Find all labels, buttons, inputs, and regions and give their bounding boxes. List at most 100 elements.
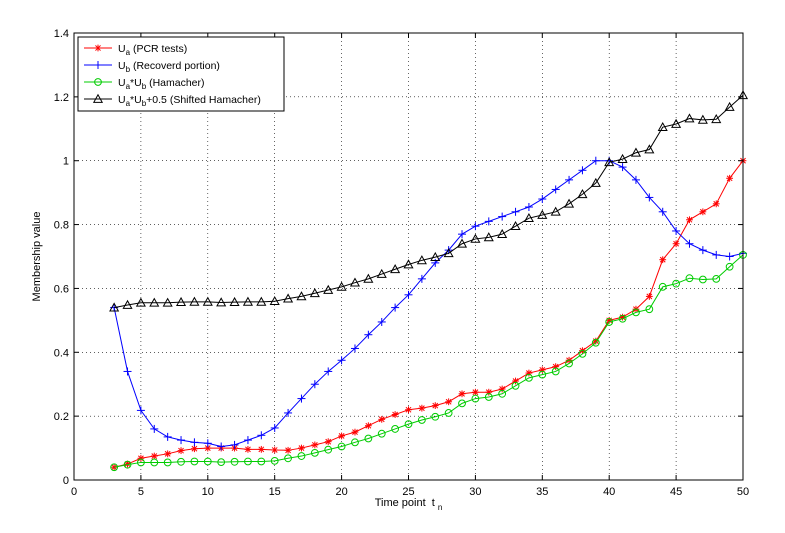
star-stroke <box>432 402 439 409</box>
series-marker-circle <box>150 458 159 467</box>
star-stroke <box>378 416 385 423</box>
star-stroke <box>405 406 412 413</box>
star-stroke <box>325 438 332 445</box>
legend: Ua (PCR tests)Ub (Recoverd portion)Ua*Ub… <box>77 36 285 112</box>
star-stroke <box>686 216 693 223</box>
series-marker-circle <box>284 454 292 463</box>
series-marker-triangle <box>630 147 642 157</box>
series-marker-circle <box>244 457 252 466</box>
series-marker-circle <box>618 314 627 323</box>
series-marker-circle <box>712 274 721 283</box>
legend-label-part: a <box>126 48 131 57</box>
series-marker-triangle <box>577 189 588 199</box>
star-stroke <box>178 447 184 454</box>
series-marker-plus <box>203 439 212 448</box>
series-marker-star <box>699 208 707 216</box>
series-marker-plus <box>177 436 186 445</box>
series-marker-star <box>244 445 252 453</box>
series-marker-circle <box>337 442 346 451</box>
series-marker-star <box>271 446 279 454</box>
series-marker-triangle <box>309 287 320 298</box>
star-stroke <box>164 450 171 457</box>
series-marker-triangle <box>537 209 548 219</box>
tick-layer: 0 5 10 15 20 25 30 35 40 45 50 0 0.2 0.4 0.6 0.8 1 1.2 1.4 <box>54 28 749 498</box>
series-marker-circle <box>94 78 102 86</box>
series-marker-triangle <box>376 268 387 278</box>
series-marker-circle <box>605 318 614 326</box>
series-marker-triangle <box>283 293 294 303</box>
legend-box <box>77 36 285 112</box>
series-marker-triangle <box>242 296 253 306</box>
series-marker-circle <box>551 367 560 376</box>
star-stroke <box>459 390 465 397</box>
series-marker-circle <box>484 393 493 401</box>
series-marker-triangle <box>135 297 146 307</box>
series-marker-plus <box>270 423 279 432</box>
series-marker-circle <box>632 308 640 317</box>
series-marker-star <box>177 447 185 455</box>
series-marker-circle <box>257 457 266 466</box>
x-tick-label: 50 <box>737 486 749 498</box>
x-tick-label: 25 <box>402 486 414 498</box>
legend-label: Ua*Ub (Hamacher) <box>118 77 205 91</box>
series-marker-star <box>458 390 466 398</box>
series-marker-star <box>94 44 102 52</box>
series-marker-plus <box>217 442 226 451</box>
series-marker-plus <box>163 432 172 441</box>
x-tick-label: 35 <box>536 486 548 498</box>
star-stroke <box>659 256 666 263</box>
series-marker-triangle <box>657 121 668 132</box>
series-marker-triangle <box>296 291 307 301</box>
series-marker-triangle <box>644 144 655 154</box>
x-tick-label: 40 <box>603 486 615 498</box>
series-3 <box>109 90 749 312</box>
series-marker-star <box>191 445 198 453</box>
series-marker-star <box>472 388 479 396</box>
legend-label-part: b <box>142 82 147 91</box>
star-stroke <box>699 208 706 215</box>
series-marker-triangle <box>564 198 575 208</box>
series-marker-triangle <box>443 248 454 258</box>
series-marker-circle <box>645 305 654 314</box>
series-marker-plus <box>538 195 547 204</box>
x-axis-title-main: Time point <box>375 497 426 509</box>
legend-label: Ub (Recoverd portion) <box>118 60 220 74</box>
series-marker-triangle <box>617 153 628 163</box>
legend-label-part: U <box>118 60 126 72</box>
star-stroke <box>271 447 278 453</box>
series-marker-plus <box>150 424 159 433</box>
series-marker-triangle <box>390 264 401 274</box>
legend-label-part: *U <box>130 94 142 106</box>
series-marker-triangle <box>684 113 695 123</box>
series-marker-star <box>431 402 439 410</box>
series-marker-plus <box>725 252 734 261</box>
series-marker-circle <box>324 445 333 454</box>
series-marker-triangle <box>216 297 227 307</box>
series-marker-circle <box>444 409 453 417</box>
series-marker-star <box>726 174 734 182</box>
star-stroke <box>392 411 399 418</box>
x-axis-title-subscript: n <box>438 503 442 512</box>
series-marker-plus <box>685 239 694 248</box>
star-stroke <box>445 398 452 405</box>
star-stroke <box>726 175 733 182</box>
star-stroke <box>352 429 358 436</box>
series-marker-circle <box>538 370 547 379</box>
star-stroke <box>285 447 291 454</box>
series-marker-plus <box>458 230 467 239</box>
series-marker-triangle <box>510 220 521 231</box>
star-stroke <box>713 200 720 207</box>
star-stroke <box>204 445 211 451</box>
series-marker-star <box>686 216 693 224</box>
series-marker-triangle <box>269 295 280 306</box>
x-tick-label: 0 <box>71 486 77 498</box>
series-marker-plus <box>230 440 239 449</box>
series-marker-plus <box>337 356 346 365</box>
legend-label-part: +0.5 (Shifted Hamacher) <box>146 94 261 106</box>
series-marker-plus <box>190 438 199 447</box>
series-marker-star <box>418 404 426 412</box>
series-marker-plus <box>565 175 574 184</box>
series-marker-triangle <box>149 297 160 307</box>
series-marker-star <box>284 446 292 454</box>
series-marker-circle <box>404 420 413 429</box>
